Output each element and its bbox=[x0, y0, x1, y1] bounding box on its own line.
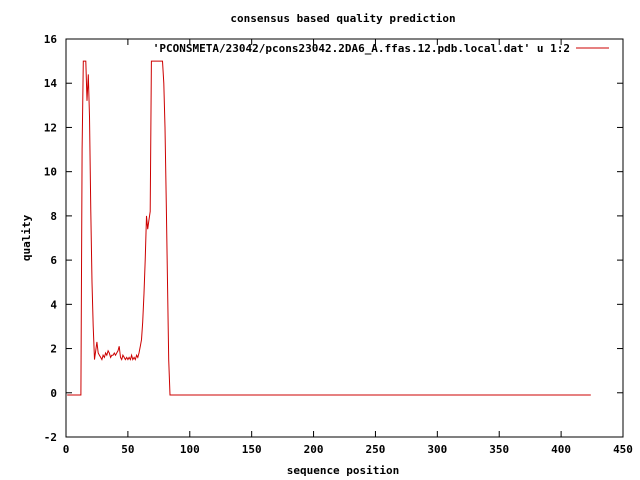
legend-label: 'PCONSMETA/23042/pcons23042.2DA6_A.ffas.… bbox=[153, 42, 570, 55]
x-tick-label: 350 bbox=[489, 443, 509, 456]
y-tick-label: 2 bbox=[50, 343, 57, 356]
series-line bbox=[67, 60, 591, 396]
x-tick-label: 450 bbox=[613, 443, 633, 456]
y-tick-label: 4 bbox=[50, 298, 57, 311]
x-tick-label: 300 bbox=[427, 443, 447, 456]
x-tick-label: 250 bbox=[366, 443, 386, 456]
x-tick-label: 100 bbox=[180, 443, 200, 456]
x-axis-label: sequence position bbox=[287, 464, 400, 477]
y-tick-label: 0 bbox=[50, 387, 57, 400]
chart-title: consensus based quality prediction bbox=[230, 12, 455, 25]
x-tick-label: 400 bbox=[551, 443, 571, 456]
y-tick-label: 12 bbox=[44, 121, 57, 134]
y-tick-label: 16 bbox=[44, 33, 58, 46]
x-tick-label: 50 bbox=[121, 443, 134, 456]
y-axis-label: quality bbox=[20, 214, 33, 261]
x-tick-label: 200 bbox=[304, 443, 324, 456]
y-tick-label: 8 bbox=[50, 210, 57, 223]
plot-frame bbox=[65, 38, 624, 438]
y-tick-label: -2 bbox=[44, 431, 57, 444]
x-tick-label: 150 bbox=[242, 443, 262, 456]
y-tick-label: 6 bbox=[50, 254, 57, 267]
y-tick-label: 14 bbox=[44, 77, 58, 90]
x-tick-label: 0 bbox=[63, 443, 70, 456]
y-tick-label: 10 bbox=[44, 166, 57, 179]
